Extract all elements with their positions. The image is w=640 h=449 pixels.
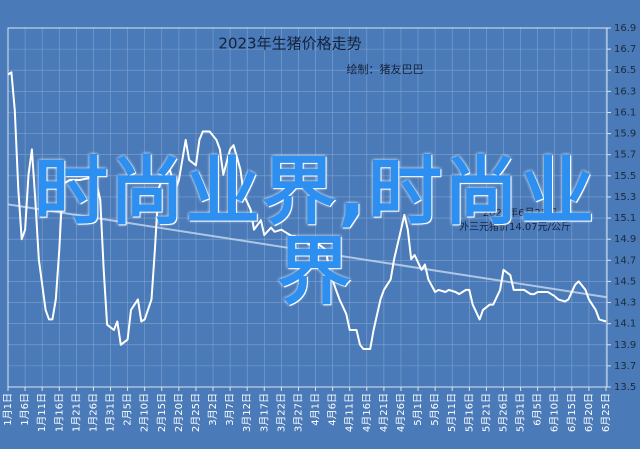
x-tick-label: 1月11日: [36, 393, 48, 432]
x-tick-label: 2月15日: [156, 393, 168, 432]
x-tick-label: 5月1日: [412, 393, 424, 426]
y-tick-label: 16.1: [614, 107, 636, 118]
y-tick-label: 15.1: [614, 213, 636, 224]
x-tick-label: 2月20日: [173, 393, 185, 432]
x-tick-label: 5月6日: [429, 393, 441, 426]
x-tick-label: 3月12日: [241, 393, 253, 432]
y-tick-label: 16.7: [614, 44, 636, 55]
x-tick-label: 3月22日: [275, 393, 287, 432]
y-tick-label: 14.1: [614, 319, 636, 330]
y-tick-label: 14.7: [614, 255, 636, 266]
price-line: [7, 71, 607, 350]
chart-subtitle: 绘制：猪友巴巴: [347, 62, 424, 76]
x-tick-label: 5月11日: [446, 393, 458, 432]
x-tick-label: 1月16日: [53, 393, 65, 432]
annotation: 外三元猪价14.07元/公斤: [459, 221, 571, 233]
x-tick-label: 6月10日: [549, 393, 561, 432]
annotation: 2023年6月25日: [483, 206, 558, 219]
x-tick-label: 1月31日: [105, 393, 117, 432]
x-tick-label: 4月16日: [361, 393, 373, 432]
y-tick-label: 13.9: [614, 340, 636, 351]
x-tick-label: 3月7日: [224, 393, 236, 426]
x-tick-label: 4月26日: [395, 393, 407, 432]
y-tick-label: 15.7: [614, 150, 636, 161]
x-tick-label: 4月11日: [344, 393, 356, 432]
y-tick-label: 15.9: [614, 129, 636, 140]
x-tick-label: 1月1日: [2, 393, 14, 426]
y-tick-label: 16.3: [614, 86, 636, 97]
y-tick-label: 13.7: [614, 361, 636, 372]
y-tick-label: 15.3: [614, 192, 636, 203]
x-tick-label: 2月10日: [139, 393, 151, 432]
y-tick-label: 14.5: [614, 276, 636, 287]
x-tick-label: 3月2日: [207, 393, 219, 426]
y-tick-label: 15.5: [614, 171, 636, 182]
x-tick-label: 1月6日: [19, 393, 31, 426]
x-tick-label: 5月31日: [515, 393, 527, 432]
x-tick-label: 3月27日: [292, 393, 304, 432]
x-tick-label: 1月26日: [87, 393, 99, 432]
x-tick-label: 1月21日: [70, 393, 82, 432]
x-tick-label: 4月1日: [310, 393, 322, 426]
plot-border: [7, 27, 608, 388]
overlay-text: 时尚业界,时尚业界: [33, 149, 597, 315]
x-tick-label: 6月15日: [566, 393, 578, 432]
x-tick-label: 3月17日: [258, 393, 270, 432]
x-tick-label: 6月25日: [600, 393, 612, 432]
y-tick-label: 14.3: [614, 298, 636, 309]
chart-title: 2023年生猪价格走势: [218, 35, 361, 53]
x-tick-label: 6月20日: [583, 393, 595, 432]
x-tick-label: 5月26日: [497, 393, 509, 432]
x-tick-label: 5月21日: [480, 393, 492, 432]
y-tick-label: 13.5: [614, 382, 636, 393]
x-tick-label: 5月16日: [463, 393, 475, 432]
x-tick-label: 4月21日: [378, 393, 390, 432]
y-tick-label: 16.5: [614, 65, 636, 76]
y-tick-label: 16.9: [614, 23, 636, 34]
x-tick-label: 2月5日: [122, 393, 134, 426]
x-tick-label: 4月6日: [327, 393, 339, 426]
x-tick-label: 2月25日: [190, 393, 202, 432]
x-tick-label: 6月5日: [532, 393, 544, 426]
y-tick-label: 14.9: [614, 234, 636, 245]
trend-line: [7, 203, 608, 299]
